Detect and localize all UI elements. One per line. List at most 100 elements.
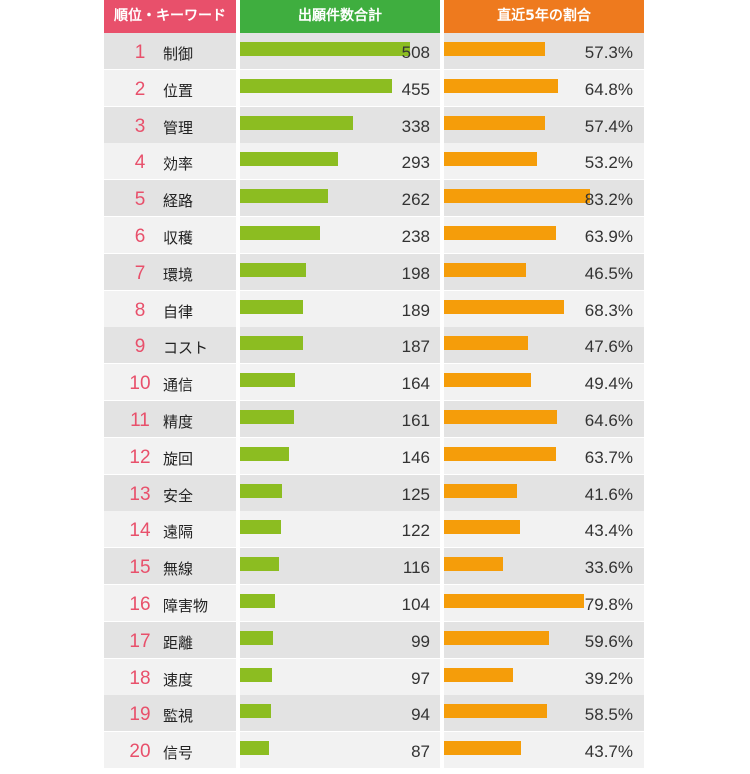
count-value: 161	[402, 401, 430, 441]
count-cell: 146	[240, 438, 440, 474]
count-cell: 97	[240, 659, 440, 695]
ratio-value: 58.5%	[585, 695, 633, 735]
keyword-label: 収穫	[163, 217, 193, 259]
ratio-value: 64.6%	[585, 401, 633, 441]
ratio-bar	[444, 704, 547, 718]
count-cell: 508	[240, 33, 440, 69]
count-cell: 293	[240, 143, 440, 179]
count-value: 338	[402, 107, 430, 147]
table-row: 3管理33857.4%	[0, 107, 750, 144]
keyword-label: 速度	[163, 659, 193, 701]
count-bar	[240, 704, 271, 718]
count-value: 189	[402, 291, 430, 331]
ratio-cell: 58.5%	[444, 695, 644, 731]
ratio-value: 43.7%	[585, 732, 633, 772]
table-row: 4効率29353.2%	[0, 143, 750, 180]
table-row: 16障害物10479.8%	[0, 585, 750, 622]
count-cell: 338	[240, 107, 440, 143]
count-value: 198	[402, 254, 430, 294]
ratio-cell: 41.6%	[444, 475, 644, 511]
count-bar	[240, 116, 353, 130]
keyword-label: 距離	[163, 622, 193, 664]
keyword-label: 管理	[163, 107, 193, 149]
table-row: 19監視9458.5%	[0, 695, 750, 732]
keyword-cell: 6収穫	[104, 217, 236, 253]
keyword-label: 安全	[163, 475, 193, 517]
count-bar	[240, 189, 328, 203]
count-value: 94	[411, 695, 430, 735]
keyword-label: 位置	[163, 70, 193, 112]
ratio-value: 64.8%	[585, 70, 633, 110]
ratio-value: 63.7%	[585, 438, 633, 478]
ratio-bar	[444, 668, 513, 682]
keyword-cell: 13安全	[104, 475, 236, 511]
ratio-cell: 79.8%	[444, 585, 644, 621]
ratio-bar	[444, 152, 537, 166]
keyword-label: 無線	[163, 548, 193, 590]
count-bar	[240, 557, 279, 571]
count-bar	[240, 336, 303, 350]
ratio-bar	[444, 410, 557, 424]
count-value: 262	[402, 180, 430, 220]
table-row: 7環境19846.5%	[0, 254, 750, 291]
ratio-cell: 46.5%	[444, 254, 644, 290]
ratio-cell: 57.3%	[444, 33, 644, 69]
keyword-cell: 17距離	[104, 622, 236, 658]
count-bar	[240, 741, 269, 755]
ratio-bar	[444, 631, 549, 645]
table-row: 5経路 262 83.2%	[0, 180, 750, 217]
ratio-bar	[444, 263, 526, 277]
count-cell: 87	[240, 732, 440, 768]
count-value: 97	[411, 659, 430, 699]
ratio-cell: 43.7%	[444, 732, 644, 768]
keyword-label: 遠隔	[163, 511, 193, 553]
ratio-value: 53.2%	[585, 143, 633, 183]
ratio-cell: 68.3%	[444, 291, 644, 327]
count-bar	[240, 594, 275, 608]
count-cell: 164	[240, 364, 440, 400]
keyword-cell: 4効率	[104, 143, 236, 179]
count-bar	[240, 226, 320, 240]
table-row: 12旋回14663.7%	[0, 438, 750, 475]
ratio-value: 83.2%	[585, 180, 633, 220]
count-cell: 94	[240, 695, 440, 731]
count-cell: 122	[240, 511, 440, 547]
count-value: 125	[402, 475, 430, 515]
table-row: 2位置45564.8%	[0, 70, 750, 107]
count-cell: 189	[240, 291, 440, 327]
count-value: 293	[402, 143, 430, 183]
ratio-column-header: 直近5年の割合	[444, 0, 644, 33]
count-bar	[240, 631, 273, 645]
keyword-cell: 9コスト	[104, 327, 236, 363]
keyword-cell: 5経路	[104, 180, 236, 216]
count-bar	[240, 42, 410, 56]
table-row: 1制御50857.3%	[0, 33, 750, 70]
keyword-column-header: 順位・キーワード	[104, 0, 236, 33]
ratio-bar	[444, 300, 564, 314]
keyword-label: コスト	[163, 327, 208, 369]
keyword-cell: 3管理	[104, 107, 236, 143]
count-value: 87	[411, 732, 430, 772]
count-bar	[240, 373, 295, 387]
table-row: 17距離9959.6%	[0, 622, 750, 659]
ratio-bar	[444, 484, 517, 498]
count-value: 104	[402, 585, 430, 625]
count-cell: 198	[240, 254, 440, 290]
count-column-header: 出願件数合計	[240, 0, 440, 33]
keyword-label: 制御	[163, 33, 193, 75]
count-value: 187	[402, 327, 430, 367]
ratio-cell: 39.2%	[444, 659, 644, 695]
ratio-value: 59.6%	[585, 622, 633, 662]
ratio-bar	[444, 42, 545, 56]
ratio-value: 43.4%	[585, 511, 633, 551]
count-bar	[240, 520, 281, 534]
keyword-cell: 11精度	[104, 401, 236, 437]
table-row: 14遠隔122 43.4%	[0, 511, 750, 548]
ratio-bar	[444, 741, 521, 755]
ratio-bar	[444, 79, 558, 93]
keyword-cell: 14遠隔	[104, 511, 236, 547]
table-row: 20信号8743.7%	[0, 732, 750, 769]
keyword-label: 経路	[163, 180, 193, 222]
keyword-label: 精度	[163, 401, 193, 443]
table-row: 13安全 125 41.6%	[0, 475, 750, 512]
